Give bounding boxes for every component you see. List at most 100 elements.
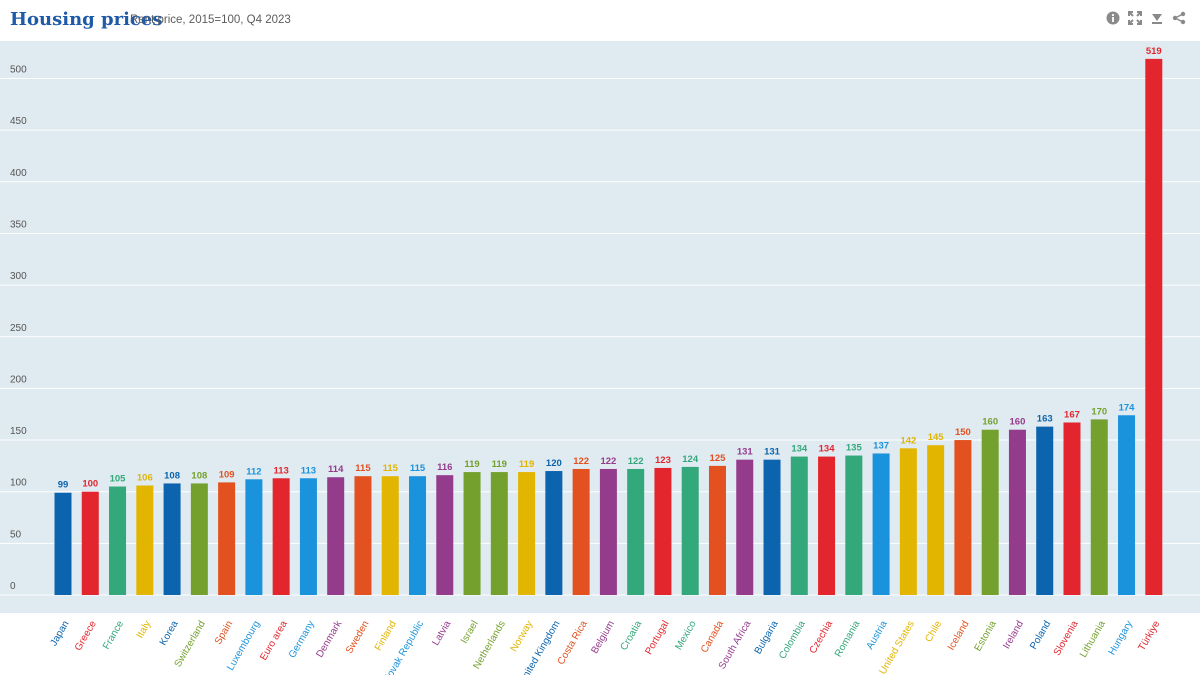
bar-38 — [1090, 419, 1108, 595]
bar-16 — [490, 472, 508, 595]
bar-30 — [872, 453, 890, 595]
bar-25 — [736, 459, 754, 595]
bar-36 — [1036, 426, 1054, 595]
data-label: 134 — [819, 444, 836, 455]
bar-34 — [981, 429, 999, 595]
x-tick-label: Sweden — [344, 619, 372, 656]
bar-18 — [545, 471, 563, 595]
bar-10 — [327, 477, 345, 595]
bar-28 — [818, 456, 836, 595]
y-tick-label: 0 — [10, 581, 16, 592]
bar-8 — [272, 478, 290, 595]
x-tick-label: Finland — [373, 619, 399, 653]
x-tick-label: Japan — [48, 619, 71, 648]
bar-22 — [654, 467, 672, 595]
data-label: 131 — [764, 447, 781, 458]
bar-31 — [899, 448, 917, 595]
x-tick-label: Colombia — [777, 619, 808, 661]
y-tick-label: 250 — [10, 323, 27, 334]
data-label: 150 — [955, 427, 971, 438]
data-label: 167 — [1064, 409, 1080, 420]
data-label: 170 — [1091, 406, 1107, 417]
y-tick-label: 450 — [10, 116, 27, 127]
data-label: 115 — [383, 463, 399, 474]
bar-32 — [927, 445, 945, 595]
y-tick-label: 400 — [10, 168, 27, 179]
data-label: 112 — [246, 466, 261, 477]
chart-area: 0 50 100 150 200 250 300 350 400 450 500 99 Japan 100… — [0, 41, 1200, 680]
fullscreen-icon[interactable] — [1128, 11, 1142, 25]
bar-24 — [708, 465, 726, 595]
y-tick-label: 350 — [10, 219, 27, 230]
data-label: 99 — [58, 480, 69, 491]
data-label: 163 — [1037, 414, 1053, 425]
x-tick-label: France — [101, 619, 126, 652]
data-label: 123 — [655, 455, 671, 466]
bar-4 — [163, 483, 181, 595]
x-tick-label: Romania — [833, 619, 863, 660]
bar-14 — [436, 475, 454, 595]
data-label: 125 — [710, 453, 727, 464]
bar-12 — [381, 476, 399, 595]
data-label: 160 — [982, 417, 998, 428]
x-tick-label: Portugal — [643, 619, 671, 657]
bar-2 — [109, 486, 127, 595]
x-tick-label: Hungary — [1107, 619, 1135, 657]
data-label: 519 — [1146, 46, 1162, 57]
data-label: 114 — [328, 464, 344, 475]
data-label: 119 — [492, 459, 507, 470]
x-tick-label: Korea — [158, 619, 181, 648]
x-tick-label: Canada — [699, 619, 726, 655]
y-tick-label: 100 — [10, 478, 27, 489]
share-icon[interactable] — [1172, 11, 1186, 25]
x-tick-label: Austria — [865, 619, 890, 652]
x-tick-label: Czechia — [808, 619, 836, 656]
bar-23 — [681, 466, 699, 595]
x-tick-label: Denmark — [314, 618, 344, 659]
chart-toolbar — [1106, 11, 1186, 25]
download-icon[interactable] — [1150, 11, 1164, 25]
data-label: 124 — [682, 454, 699, 465]
chart-title: Housing prices — [10, 9, 163, 30]
chart-subtitle: Rent price, 2015=100, Q4 2023 — [130, 14, 291, 26]
data-label: 174 — [1119, 402, 1136, 413]
x-tick-label: Iceland — [946, 619, 972, 652]
y-tick-label: 500 — [10, 65, 27, 76]
data-label: 131 — [737, 447, 754, 458]
data-label: 119 — [464, 459, 479, 470]
bar-chart: 0 50 100 150 200 250 300 350 400 450 500 99 Japan 100… — [0, 41, 1200, 680]
data-label: 145 — [928, 432, 945, 443]
data-label: 137 — [873, 440, 889, 451]
y-tick-label: 200 — [10, 374, 27, 385]
x-tick-label: Chile — [923, 619, 944, 645]
bar-39 — [1118, 415, 1136, 595]
data-label: 135 — [846, 443, 863, 454]
x-tick-label: Slovenia — [1052, 619, 1081, 658]
x-tick-label: Türkiye — [1136, 619, 1162, 653]
bar-17 — [518, 472, 536, 595]
y-tick-label: 150 — [10, 426, 27, 437]
y-tick-label: 50 — [10, 529, 22, 540]
bar-29 — [845, 455, 863, 595]
data-label: 100 — [82, 479, 98, 490]
bar-3 — [136, 485, 154, 595]
bar-0 — [54, 492, 72, 595]
data-label: 115 — [355, 463, 371, 474]
x-tick-label: Croatia — [619, 619, 645, 653]
data-label: 122 — [600, 456, 616, 467]
data-label: 116 — [437, 462, 452, 473]
bar-5 — [190, 483, 208, 595]
bar-6 — [218, 482, 236, 595]
bar-9 — [299, 478, 317, 595]
x-tick-label: Greece — [73, 619, 99, 653]
info-icon[interactable] — [1106, 11, 1120, 25]
data-label: 120 — [546, 458, 562, 469]
bar-35 — [1008, 429, 1026, 595]
data-label: 119 — [519, 459, 534, 470]
data-label: 115 — [410, 463, 426, 474]
bar-37 — [1063, 422, 1081, 595]
bar-27 — [790, 456, 808, 595]
x-tick-label: Israel — [459, 619, 481, 646]
x-tick-label: Spain — [213, 619, 235, 647]
data-label: 142 — [900, 435, 916, 446]
